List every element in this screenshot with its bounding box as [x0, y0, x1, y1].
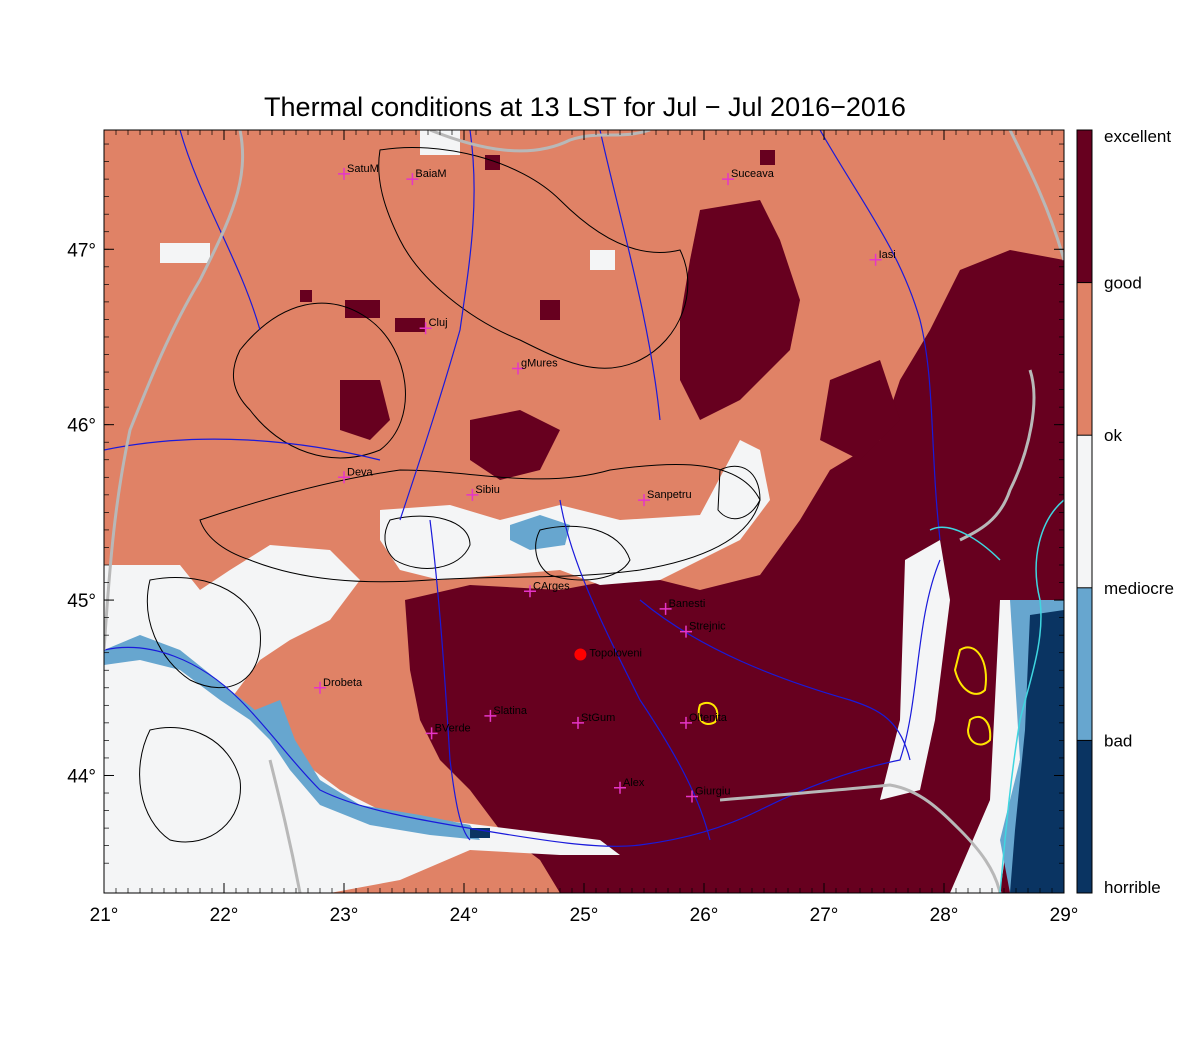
city-marker — [466, 488, 479, 501]
legend-frame — [1076, 129, 1093, 894]
x-tick-label: 28° — [930, 905, 959, 926]
site-marker-group: Topoloveni — [574, 647, 642, 661]
city-marker — [524, 585, 536, 598]
axis-ticks — [103, 130, 1065, 893]
y-tick-label: 44° — [67, 766, 96, 787]
city-marker — [338, 471, 350, 484]
city-marker — [686, 790, 698, 803]
city-marker — [572, 716, 584, 729]
country-borders — [104, 130, 1064, 893]
city-label: Alex — [623, 777, 645, 789]
coastline — [929, 499, 1064, 893]
city-marker — [638, 494, 650, 507]
region-excellent-patch — [485, 155, 500, 170]
city-marker — [722, 173, 734, 186]
city-marker — [406, 173, 419, 186]
city-marker — [614, 781, 626, 794]
city-marker — [680, 716, 692, 729]
x-tick-label: 25° — [570, 905, 599, 926]
region-excellent-west — [340, 380, 390, 440]
city-marker — [419, 322, 432, 335]
legend-label-ok: ok — [1104, 426, 1122, 445]
region-excellent-patch — [345, 300, 380, 318]
region-bad-patch — [470, 828, 490, 838]
map-title: Thermal conditions at 13 LST for Jul − J… — [264, 92, 906, 122]
city-label: Iasi — [879, 249, 896, 261]
legend-swatch-bad — [1077, 740, 1092, 893]
site-label: Topoloveni — [589, 647, 642, 659]
city-label: CArges — [533, 580, 570, 592]
city-label: Cluj — [429, 317, 448, 329]
yellow-contours — [697, 646, 992, 746]
region-ok-patch — [590, 250, 615, 270]
city-label: Sanpetru — [647, 489, 692, 501]
city-marker — [484, 709, 497, 722]
legend-swatch-excellent — [1077, 130, 1092, 283]
legend-label-mediocre: mediocre — [1104, 579, 1174, 598]
region-ok-delta-edge — [880, 540, 950, 800]
city-marker — [314, 681, 326, 694]
y-tick-label: 47° — [67, 240, 96, 261]
rivers — [104, 130, 941, 847]
city-label: gMures — [521, 358, 558, 370]
x-tick-label: 26° — [690, 905, 719, 926]
legend-label-excellent: excellent — [1104, 127, 1171, 146]
x-tick-label: 29° — [1050, 905, 1079, 926]
elevation-contours — [139, 147, 761, 843]
city-label: Banesti — [669, 598, 706, 610]
city-marker — [338, 167, 350, 180]
legend-label-good: good — [1104, 274, 1142, 293]
legend-swatch-ok — [1077, 435, 1092, 588]
city-label: Giurgiu — [695, 786, 730, 798]
city-label: Slatina — [493, 705, 528, 717]
x-tick-label: 23° — [330, 905, 359, 926]
region-bad-sea — [1010, 610, 1064, 893]
city-label: SatuM — [347, 163, 379, 175]
city-marker — [512, 362, 524, 375]
region-mediocre-lake — [510, 515, 570, 550]
city-label: Sibiu — [475, 484, 499, 496]
region-excellent-patch — [760, 150, 775, 165]
legend-label-horrible: horrible — [1104, 878, 1161, 897]
city-label: Deva — [347, 466, 374, 478]
map-field — [104, 130, 1064, 893]
y-tick-label: 46° — [67, 416, 96, 437]
x-tick-label: 22° — [210, 905, 239, 926]
x-tick-label: 21° — [90, 905, 119, 926]
y-tick-label: 45° — [67, 591, 96, 612]
legend-swatch-good — [1077, 282, 1092, 436]
city-marker — [869, 253, 882, 266]
region-excellent-patch — [395, 318, 425, 332]
city-marker — [680, 625, 692, 638]
city-label: BVerde — [435, 722, 471, 734]
region-mediocre-danube — [104, 635, 480, 840]
city-label: StGum — [581, 712, 615, 724]
city-label: Oltenita — [689, 712, 728, 724]
city-label: Strejnic — [689, 621, 726, 633]
region-ok-carpathians — [380, 440, 770, 585]
x-tick-label: 24° — [450, 905, 479, 926]
x-tick-label: 27° — [810, 905, 839, 926]
region-ok-west — [104, 545, 620, 893]
axis-tick-labels: 21° 22° 23° 24° 25° 26° 27° 28° 29° 47° 46° 45° 44° — [67, 240, 1078, 926]
region-excellent-patch — [300, 290, 312, 302]
region-excellent-center — [470, 410, 560, 480]
city-marker — [425, 727, 438, 740]
region-excellent-east-center — [820, 360, 900, 460]
city-markers: SatuM BaiaM Suceava Iasi Cluj gMures Deva Sibiu… — [314, 163, 896, 803]
city-marker — [659, 602, 672, 615]
region-excellent-northeast — [680, 200, 800, 420]
city-label: Suceava — [731, 168, 775, 180]
site-marker — [574, 648, 587, 661]
legend-swatch-mediocre — [1077, 587, 1092, 741]
region-ok-patch — [160, 243, 210, 263]
city-label: Drobeta — [323, 677, 363, 689]
legend: excellent good ok mediocre bad horrible — [1076, 127, 1174, 897]
city-label: BaiaM — [415, 168, 446, 180]
region-excellent-patch — [540, 300, 560, 320]
legend-label-bad: bad — [1104, 731, 1132, 750]
